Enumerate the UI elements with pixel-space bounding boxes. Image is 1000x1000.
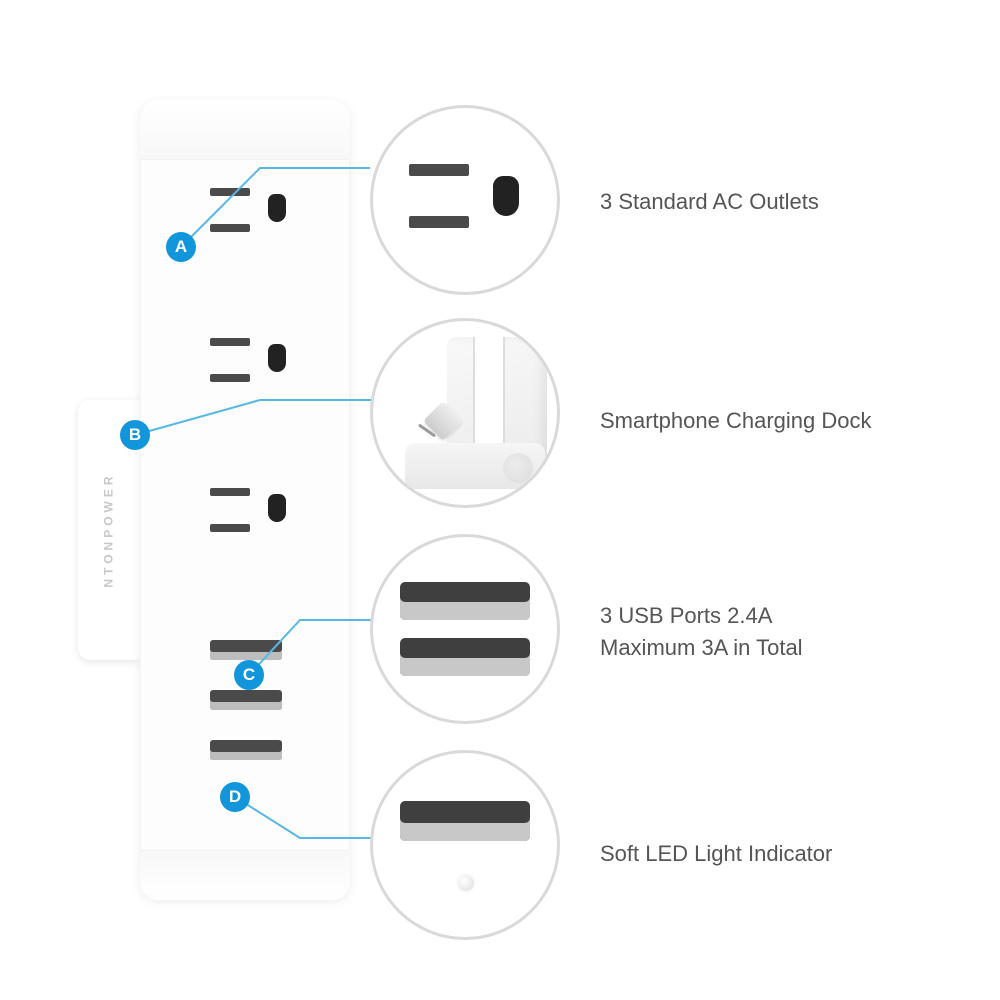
usb-port-icon <box>210 740 282 760</box>
detail-circle-b <box>370 318 560 508</box>
callout-label-a: 3 Standard AC Outlets <box>600 186 819 218</box>
callout-label-d: Soft LED Light Indicator <box>600 838 832 870</box>
detail-circle-c <box>370 534 560 724</box>
brand-text: NTONPOWER <box>102 472 116 587</box>
outlet-closeup-icon <box>395 140 535 260</box>
ac-outlet-icon <box>190 320 300 430</box>
callout-badge-a: A <box>166 232 196 262</box>
strip-bottom-cap <box>140 850 350 900</box>
callout-badge-c: C <box>234 660 264 690</box>
ac-outlet-icon <box>190 170 300 280</box>
callout-badge-d: D <box>220 782 250 812</box>
usb-port-icon <box>210 640 282 660</box>
callout-label-c: 3 USB Ports 2.4AMaximum 3A in Total <box>600 600 803 664</box>
detail-circle-a <box>370 105 560 295</box>
ac-outlet-icon <box>190 470 300 580</box>
callout-label-b: Smartphone Charging Dock <box>600 405 871 437</box>
usb-port-icon <box>210 690 282 710</box>
led-closeup-icon <box>380 775 550 915</box>
callout-badge-b: B <box>120 420 150 450</box>
dock-closeup-icon <box>385 333 545 493</box>
infographic-stage: NTONPOWER A 3 Standard AC Outlets B Smartph… <box>0 0 1000 1000</box>
usb-closeup-icon <box>380 564 550 694</box>
detail-circle-d <box>370 750 560 940</box>
strip-top-cap <box>140 100 350 160</box>
